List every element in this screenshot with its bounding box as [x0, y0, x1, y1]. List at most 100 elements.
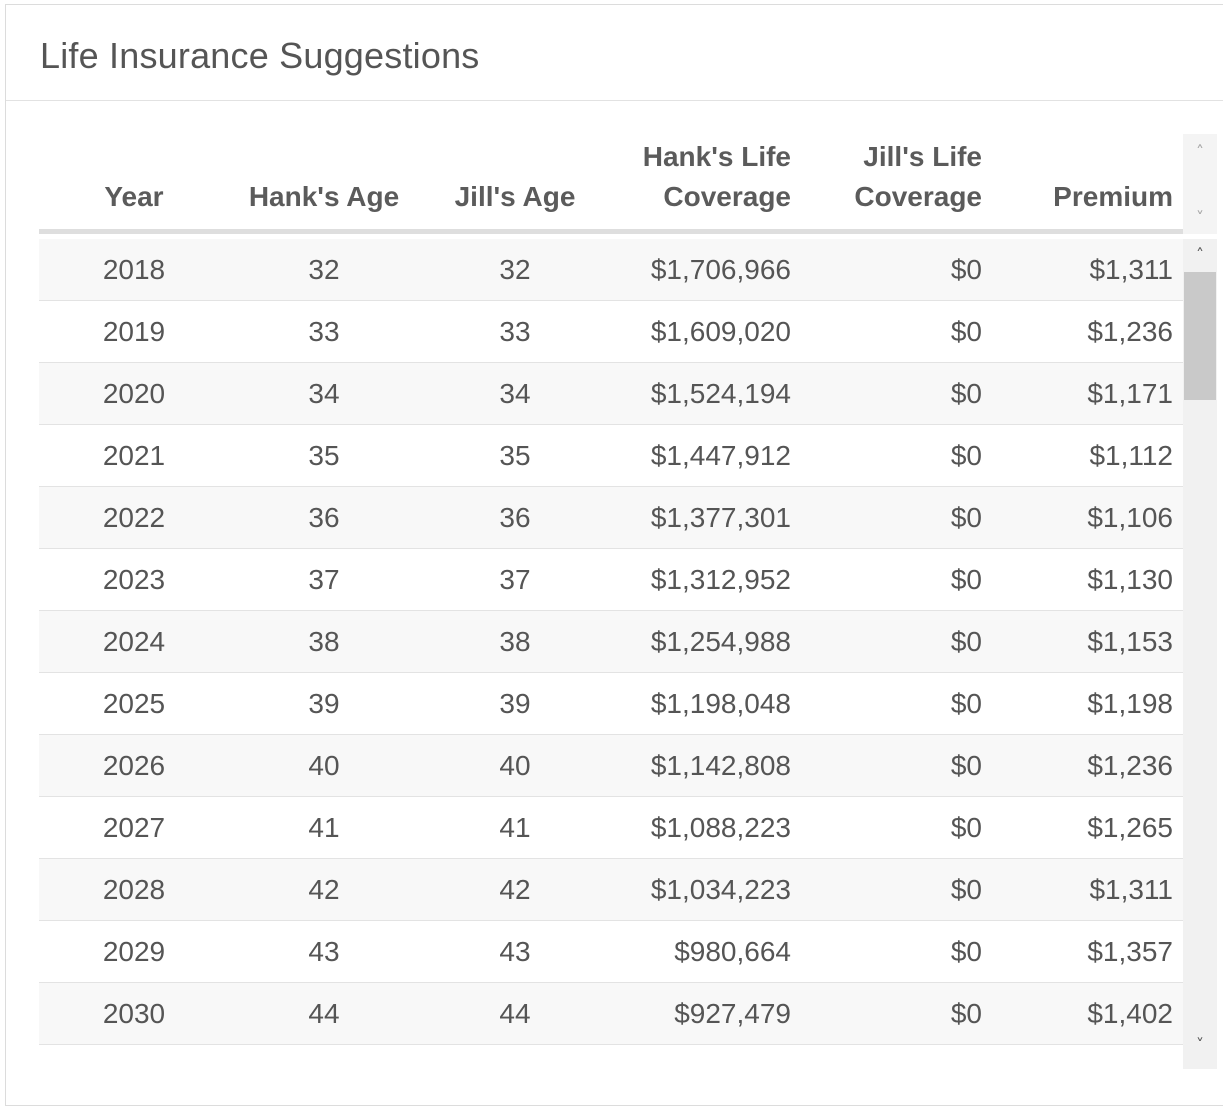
chevron-down-icon[interactable]: ˅: [1196, 208, 1204, 227]
cell-hank-age: 35: [308, 440, 340, 471]
cell-year: 2020: [102, 378, 166, 409]
cell-jill-coverage: $0: [950, 502, 982, 533]
cell-hank-age: 36: [308, 502, 340, 533]
cell-year: 2019: [102, 316, 166, 347]
cell-jill-age: 44: [499, 998, 531, 1029]
table-row: 2030 44 44 $927,479 $0 $1,402: [39, 983, 1183, 1045]
chevron-up-icon[interactable]: ˄: [1196, 245, 1204, 264]
cell-premium: $1,130: [1087, 564, 1173, 595]
cell-hank-age: 41: [308, 812, 340, 843]
cell-hank-coverage: $1,377,301: [650, 502, 791, 533]
cell-year: 2026: [102, 750, 166, 781]
cell-jill-age: 41: [499, 812, 531, 843]
table-row: 2018 32 32 $1,706,966 $0 $1,311: [39, 239, 1183, 301]
cell-year: 2027: [102, 812, 166, 843]
cell-jill-coverage: $0: [950, 254, 982, 285]
header-jill-coverage[interactable]: Jill's Life Coverage: [854, 141, 982, 212]
scrollbar-thumb[interactable]: [1184, 272, 1216, 400]
table-row: 2029 43 43 $980,664 $0 $1,357: [39, 921, 1183, 983]
cell-hank-age: 44: [308, 998, 340, 1029]
cell-hank-age: 33: [308, 316, 340, 347]
cell-year: 2029: [102, 936, 166, 967]
cell-jill-coverage: $0: [950, 378, 982, 409]
cell-jill-age: 37: [499, 564, 531, 595]
cell-jill-age: 39: [499, 688, 531, 719]
panel-header: Life Insurance Suggestions: [6, 5, 1223, 101]
header-jill-age[interactable]: Jill's Age: [454, 181, 576, 212]
cell-year: 2024: [102, 626, 166, 657]
cell-jill-coverage: $0: [950, 688, 982, 719]
cell-premium: $1,311: [1089, 254, 1173, 285]
cell-hank-age: 40: [308, 750, 340, 781]
cell-jill-coverage: $0: [950, 812, 982, 843]
cell-hank-age: 39: [308, 688, 340, 719]
cell-jill-coverage: $0: [950, 564, 982, 595]
table-row: 2026 40 40 $1,142,808 $0 $1,236: [39, 735, 1183, 797]
cell-hank-coverage: $927,479: [674, 998, 791, 1029]
header-premium[interactable]: Premium: [1053, 181, 1173, 212]
cell-jill-age: 43: [499, 936, 531, 967]
table-body: 2018 32 32 $1,706,966 $0 $1,311 2019 33 33 $1,609…: [39, 239, 1183, 1045]
table-header: Year Hank's Age Jill's Age Hank's Life C…: [39, 134, 1183, 234]
insurance-table: Year Hank's Age Jill's Age Hank's Life C…: [39, 134, 1183, 1064]
cell-premium: $1,198: [1087, 688, 1173, 719]
cell-premium: $1,357: [1087, 936, 1173, 967]
cell-hank-coverage: $1,142,808: [650, 750, 791, 781]
cell-premium: $1,265: [1087, 812, 1173, 843]
cell-year: 2030: [102, 998, 166, 1029]
cell-jill-coverage: $0: [950, 440, 982, 471]
cell-premium: $1,153: [1087, 626, 1173, 657]
cell-hank-coverage: $1,609,020: [650, 316, 791, 347]
cell-jill-coverage: $0: [950, 316, 982, 347]
cell-premium: $1,236: [1087, 750, 1173, 781]
cell-year: 2018: [102, 254, 166, 285]
panel-title: Life Insurance Suggestions: [40, 35, 480, 76]
header-hank-age[interactable]: Hank's Age: [248, 181, 400, 212]
cell-hank-age: 42: [308, 874, 340, 905]
cell-year: 2023: [102, 564, 166, 595]
cell-hank-age: 37: [308, 564, 340, 595]
cell-hank-coverage: $980,664: [674, 936, 791, 967]
cell-jill-age: 35: [499, 440, 531, 471]
cell-hank-coverage: $1,447,912: [650, 440, 791, 471]
cell-premium: $1,236: [1087, 316, 1173, 347]
header-year[interactable]: Year: [104, 181, 164, 212]
cell-jill-age: 38: [499, 626, 531, 657]
cell-jill-age: 34: [499, 378, 531, 409]
cell-jill-coverage: $0: [950, 936, 982, 967]
table-row: 2024 38 38 $1,254,988 $0 $1,153: [39, 611, 1183, 673]
table-row: 2028 42 42 $1,034,223 $0 $1,311: [39, 859, 1183, 921]
cell-premium: $1,106: [1087, 502, 1173, 533]
cell-jill-age: 42: [499, 874, 531, 905]
cell-year: 2021: [102, 440, 166, 471]
cell-hank-coverage: $1,524,194: [650, 378, 791, 409]
chevron-up-icon[interactable]: ˄: [1196, 142, 1204, 161]
cell-hank-age: 38: [308, 626, 340, 657]
table-row: 2025 39 39 $1,198,048 $0 $1,198: [39, 673, 1183, 735]
cell-jill-coverage: $0: [950, 750, 982, 781]
table-row: 2022 36 36 $1,377,301 $0 $1,106: [39, 487, 1183, 549]
cell-jill-age: 40: [499, 750, 531, 781]
cell-hank-age: 34: [308, 378, 340, 409]
cell-jill-age: 36: [499, 502, 531, 533]
cell-jill-coverage: $0: [950, 998, 982, 1029]
cell-hank-age: 43: [308, 936, 340, 967]
table-row: 2019 33 33 $1,609,020 $0 $1,236: [39, 301, 1183, 363]
cell-jill-coverage: $0: [950, 626, 982, 657]
chevron-down-icon[interactable]: ˅: [1196, 1035, 1204, 1054]
cell-hank-coverage: $1,254,988: [650, 626, 791, 657]
cell-hank-coverage: $1,088,223: [650, 812, 791, 843]
cell-premium: $1,311: [1089, 874, 1173, 905]
table-row: 2027 41 41 $1,088,223 $0 $1,265: [39, 797, 1183, 859]
cell-year: 2028: [102, 874, 166, 905]
cell-premium: $1,171: [1087, 378, 1173, 409]
cell-hank-coverage: $1,706,966: [650, 254, 791, 285]
cell-jill-age: 32: [499, 254, 531, 285]
cell-premium: $1,112: [1089, 440, 1173, 471]
cell-hank-age: 32: [308, 254, 340, 285]
header-hank-coverage[interactable]: Hank's Life Coverage: [642, 141, 791, 212]
header-scrollbar[interactable]: ˄ ˅: [1183, 134, 1217, 234]
cell-hank-coverage: $1,312,952: [650, 564, 791, 595]
cell-jill-coverage: $0: [950, 874, 982, 905]
cell-hank-coverage: $1,198,048: [650, 688, 791, 719]
